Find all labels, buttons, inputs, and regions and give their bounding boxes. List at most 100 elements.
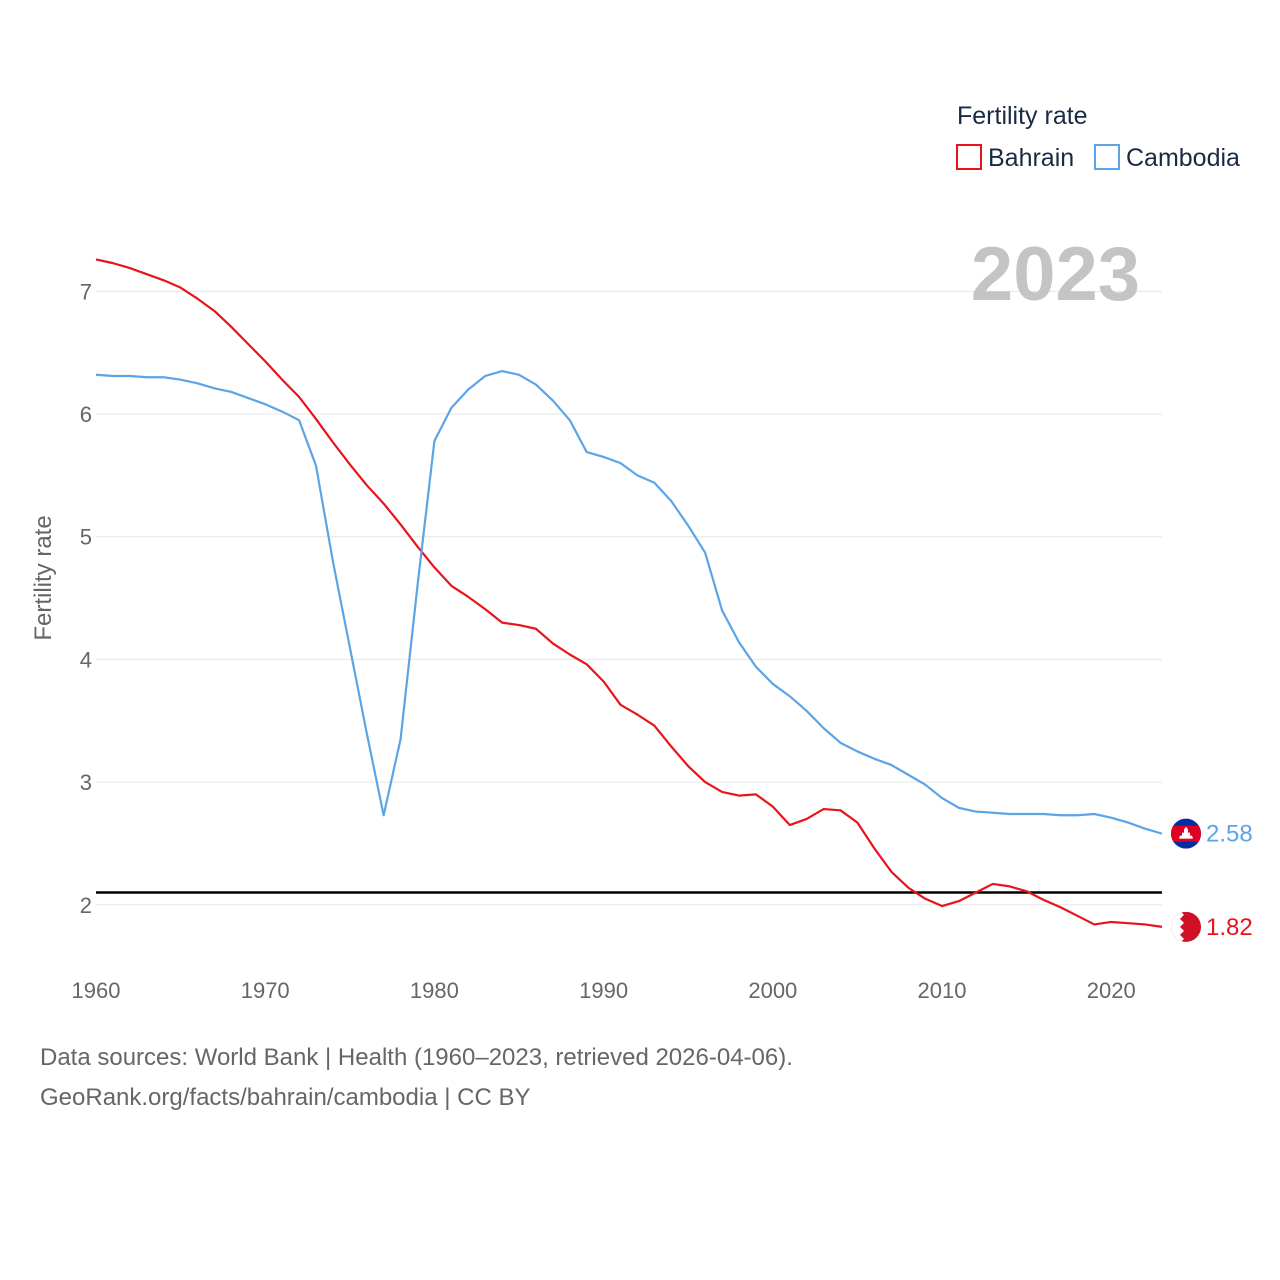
data-point-bahrain-1984[interactable] <box>500 621 504 625</box>
data-point-bahrain-1997[interactable] <box>720 790 724 794</box>
data-point-cambodia-1960[interactable] <box>94 373 98 377</box>
data-point-bahrain-1973[interactable] <box>314 417 318 421</box>
data-point-cambodia-1966[interactable] <box>196 381 200 385</box>
series-line-bahrain[interactable] <box>95 258 1163 928</box>
data-point-cambodia-2014[interactable] <box>1008 812 1012 816</box>
data-point-bahrain-1962[interactable] <box>128 266 132 270</box>
data-point-bahrain-2009[interactable] <box>923 897 927 901</box>
data-point-bahrain-1985[interactable] <box>517 623 521 627</box>
data-point-bahrain-1989[interactable] <box>585 662 589 666</box>
data-point-cambodia-2021[interactable] <box>1126 821 1130 825</box>
data-point-bahrain-1980[interactable] <box>432 565 436 569</box>
data-point-bahrain-2015[interactable] <box>1025 889 1029 893</box>
data-point-bahrain-2001[interactable] <box>788 823 792 827</box>
data-point-cambodia-1980[interactable] <box>432 439 436 443</box>
data-point-cambodia-2002[interactable] <box>805 709 809 713</box>
data-point-bahrain-1986[interactable] <box>534 627 538 631</box>
data-point-bahrain-1968[interactable] <box>229 325 233 329</box>
data-point-bahrain-2008[interactable] <box>906 886 910 890</box>
data-point-cambodia-1983[interactable] <box>483 374 487 378</box>
data-point-cambodia-2009[interactable] <box>923 783 927 787</box>
data-point-cambodia-1999[interactable] <box>754 665 758 669</box>
data-point-cambodia-1972[interactable] <box>297 418 301 422</box>
data-point-cambodia-1994[interactable] <box>669 499 673 503</box>
data-point-cambodia-2001[interactable] <box>788 694 792 698</box>
data-point-cambodia-2019[interactable] <box>1092 812 1096 816</box>
data-point-bahrain-2010[interactable] <box>940 904 944 908</box>
data-point-cambodia-1974[interactable] <box>331 559 335 563</box>
data-point-cambodia-1996[interactable] <box>703 551 707 555</box>
data-point-cambodia-2017[interactable] <box>1058 813 1062 817</box>
data-point-bahrain-2023[interactable] <box>1160 925 1164 929</box>
data-point-cambodia-2008[interactable] <box>906 773 910 777</box>
data-point-cambodia-1986[interactable] <box>534 383 538 387</box>
data-point-bahrain-1972[interactable] <box>297 395 301 399</box>
data-point-bahrain-1995[interactable] <box>686 764 690 768</box>
data-point-cambodia-2010[interactable] <box>940 796 944 800</box>
data-point-cambodia-2007[interactable] <box>889 763 893 767</box>
data-point-cambodia-1971[interactable] <box>280 410 284 414</box>
data-point-cambodia-2004[interactable] <box>839 741 843 745</box>
data-point-cambodia-1969[interactable] <box>246 396 250 400</box>
data-point-bahrain-2019[interactable] <box>1092 922 1096 926</box>
data-point-bahrain-1971[interactable] <box>280 378 284 382</box>
data-point-bahrain-1963[interactable] <box>145 272 149 276</box>
data-point-bahrain-2006[interactable] <box>872 846 876 850</box>
data-point-cambodia-1997[interactable] <box>720 608 724 612</box>
data-point-cambodia-1963[interactable] <box>145 375 149 379</box>
data-point-cambodia-2016[interactable] <box>1042 812 1046 816</box>
data-point-cambodia-1964[interactable] <box>162 375 166 379</box>
data-point-bahrain-1970[interactable] <box>263 359 267 363</box>
data-point-bahrain-1967[interactable] <box>212 309 216 313</box>
data-point-cambodia-2013[interactable] <box>991 811 995 815</box>
data-point-cambodia-1984[interactable] <box>500 369 504 373</box>
data-point-cambodia-2006[interactable] <box>872 757 876 761</box>
data-point-bahrain-1992[interactable] <box>635 713 639 717</box>
data-point-bahrain-2003[interactable] <box>822 807 826 811</box>
data-point-bahrain-2017[interactable] <box>1058 905 1062 909</box>
data-point-cambodia-1981[interactable] <box>449 406 453 410</box>
data-point-cambodia-2018[interactable] <box>1075 813 1079 817</box>
data-point-cambodia-1985[interactable] <box>517 373 521 377</box>
data-point-bahrain-1991[interactable] <box>619 703 623 707</box>
legend-item-bahrain[interactable]: Bahrain <box>956 144 1074 172</box>
data-point-cambodia-2012[interactable] <box>974 810 978 814</box>
data-point-bahrain-1988[interactable] <box>568 653 572 657</box>
data-point-cambodia-1993[interactable] <box>652 481 656 485</box>
data-point-cambodia-2005[interactable] <box>855 749 859 753</box>
data-point-bahrain-2014[interactable] <box>1008 884 1012 888</box>
data-point-bahrain-1979[interactable] <box>415 545 419 549</box>
data-point-bahrain-2016[interactable] <box>1042 898 1046 902</box>
data-point-cambodia-2022[interactable] <box>1143 827 1147 831</box>
data-point-cambodia-1982[interactable] <box>466 387 470 391</box>
data-point-bahrain-1983[interactable] <box>483 607 487 611</box>
data-point-cambodia-2020[interactable] <box>1109 816 1113 820</box>
data-point-bahrain-1990[interactable] <box>602 679 606 683</box>
data-point-bahrain-1994[interactable] <box>669 745 673 749</box>
data-point-cambodia-2015[interactable] <box>1025 812 1029 816</box>
data-point-bahrain-2013[interactable] <box>991 882 995 886</box>
data-point-cambodia-1998[interactable] <box>737 640 741 644</box>
data-point-cambodia-1987[interactable] <box>551 399 555 403</box>
data-point-bahrain-1993[interactable] <box>652 724 656 728</box>
data-point-cambodia-1978[interactable] <box>399 737 403 741</box>
data-point-bahrain-1966[interactable] <box>196 297 200 301</box>
data-point-cambodia-1979[interactable] <box>415 584 419 588</box>
data-point-bahrain-1999[interactable] <box>754 792 758 796</box>
data-point-cambodia-1988[interactable] <box>568 418 572 422</box>
data-point-cambodia-1990[interactable] <box>602 455 606 459</box>
data-point-bahrain-2002[interactable] <box>805 817 809 821</box>
data-point-bahrain-1960[interactable] <box>94 257 98 261</box>
data-point-cambodia-2003[interactable] <box>822 726 826 730</box>
data-point-bahrain-1961[interactable] <box>111 261 115 265</box>
footer-credit-link[interactable]: GeoRank.org/facts/bahrain/cambodia | CC … <box>40 1084 531 1111</box>
data-point-bahrain-1981[interactable] <box>449 584 453 588</box>
data-point-bahrain-1978[interactable] <box>399 522 403 526</box>
series-line-cambodia[interactable] <box>95 369 1163 835</box>
data-point-cambodia-1975[interactable] <box>348 645 352 649</box>
data-point-cambodia-1973[interactable] <box>314 464 318 468</box>
data-point-cambodia-2023[interactable] <box>1160 832 1164 836</box>
data-point-cambodia-1995[interactable] <box>686 524 690 528</box>
data-point-bahrain-2004[interactable] <box>839 808 843 812</box>
data-point-cambodia-1961[interactable] <box>111 374 115 378</box>
